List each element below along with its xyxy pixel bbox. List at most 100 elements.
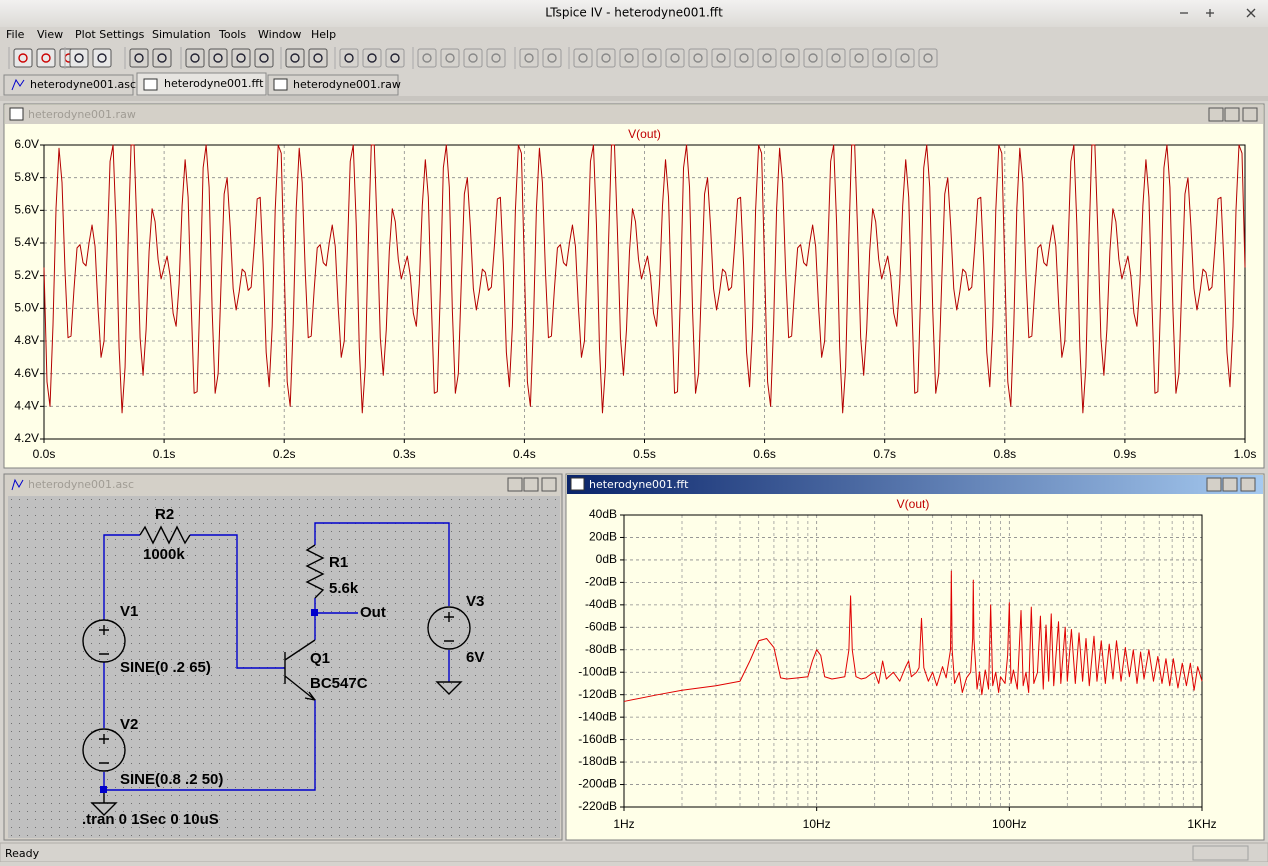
menu-item[interactable]: Plot Settings: [75, 28, 145, 41]
toolbar-glyph: [236, 53, 246, 63]
x-tick-label: 0.0s: [33, 447, 56, 461]
toolbar-glyph: [785, 53, 795, 63]
y-tick-label: -180dB: [578, 754, 617, 768]
x-tick-label: 0.8s: [993, 447, 1016, 461]
toolbar-glyph: [422, 53, 432, 63]
schematic-canvas: [8, 496, 560, 838]
toolbar-button[interactable]: [711, 48, 731, 68]
toolbar-button[interactable]: [92, 48, 112, 68]
toolbar-glyph: [313, 53, 323, 63]
menu-item[interactable]: Window: [258, 28, 301, 41]
y-tick-label: 20dB: [589, 530, 617, 544]
x-tick-label: 10Hz: [803, 817, 831, 831]
x-tick-label: 0.2s: [273, 447, 296, 461]
y-tick-label: 5.8V: [14, 170, 39, 184]
toolbar-button[interactable]: [129, 48, 149, 68]
toolbar-button[interactable]: [69, 48, 89, 68]
resistor: [305, 544, 325, 599]
tab-icon: [11, 78, 25, 91]
toolbar-button[interactable]: [362, 48, 382, 68]
toolbar-glyph: [578, 53, 588, 63]
toolbar-button[interactable]: [826, 48, 846, 68]
toolbar-button[interactable]: [339, 48, 359, 68]
y-tick-label: -80dB: [585, 642, 617, 656]
menu-item[interactable]: View: [37, 28, 63, 41]
pane-buttons[interactable]: [1208, 107, 1258, 122]
toolbar-button[interactable]: [780, 48, 800, 68]
y-tick-label: 5.4V: [14, 235, 39, 249]
toolbar-button[interactable]: [185, 48, 205, 68]
toolbar-icons: [8, 47, 938, 69]
voltage-source: [82, 728, 126, 772]
tab-active[interactable]: [136, 72, 267, 96]
toolbar-button[interactable]: [619, 48, 639, 68]
window-controls[interactable]: [1180, 8, 1256, 18]
menu-item[interactable]: Tools: [218, 28, 246, 41]
toolbar-button[interactable]: [688, 48, 708, 68]
toolbar-glyph: [190, 53, 200, 63]
y-tick-label: 6.0V: [14, 137, 39, 151]
pane-buttons[interactable]: [1206, 477, 1256, 492]
toolbar-glyph: [367, 53, 377, 63]
toolbar-button[interactable]: [308, 48, 328, 68]
toolbar-button[interactable]: [36, 48, 56, 68]
toolbar-button[interactable]: [849, 48, 869, 68]
toolbar-button[interactable]: [918, 48, 938, 68]
trace: [623, 570, 1203, 702]
toolbar-button[interactable]: [440, 48, 460, 68]
toolbar-glyph: [624, 53, 634, 63]
toolbar-button[interactable]: [895, 48, 915, 68]
transistor: [284, 639, 316, 701]
status-bar: [0, 842, 1268, 863]
y-tick-label: 40dB: [589, 507, 617, 521]
toolbar-button[interactable]: [573, 48, 593, 68]
tab-label[interactable]: heterodyne001.fft: [164, 77, 264, 90]
y-tick-label: -140dB: [578, 709, 617, 723]
y-tick-label: -220dB: [578, 799, 617, 813]
toolbar-button[interactable]: [734, 48, 754, 68]
toolbar-button[interactable]: [463, 48, 483, 68]
toolbar-glyph: [923, 53, 933, 63]
tab-label[interactable]: heterodyne001.asc: [30, 78, 136, 91]
menu-item[interactable]: Simulation: [152, 28, 211, 41]
pane-icon: [11, 478, 24, 491]
x-tick-label: 1Hz: [613, 817, 634, 831]
toolbar-button[interactable]: [519, 48, 539, 68]
pane-buttons[interactable]: [507, 477, 557, 492]
toolbar-button[interactable]: [757, 48, 777, 68]
ref-label: R2: [155, 506, 174, 523]
toolbar-button[interactable]: [13, 48, 33, 68]
tab-label[interactable]: heterodyne001.raw: [293, 78, 401, 91]
toolbar-button[interactable]: [803, 48, 823, 68]
y-tick-label: 0dB: [596, 552, 617, 566]
toolbar-button[interactable]: [486, 48, 506, 68]
toolbar-button[interactable]: [285, 48, 305, 68]
toolbar-button[interactable]: [254, 48, 274, 68]
toolbar-button[interactable]: [152, 48, 172, 68]
toolbar-glyph: [290, 53, 300, 63]
toolbar-button[interactable]: [231, 48, 251, 68]
toolbar-glyph: [693, 53, 703, 63]
tab[interactable]: [267, 74, 399, 96]
separator: [0, 96, 1268, 101]
toolbar-glyph: [547, 53, 557, 63]
ref-label: V2: [120, 716, 138, 733]
tab[interactable]: [3, 74, 134, 96]
value-label: SINE(0 .2 65): [120, 659, 211, 676]
ref-label: Q1: [310, 650, 330, 667]
toolbar-button[interactable]: [542, 48, 562, 68]
toolbar-button[interactable]: [642, 48, 662, 68]
toolbar-button[interactable]: [596, 48, 616, 68]
toolbar-button[interactable]: [665, 48, 685, 68]
menu-item[interactable]: Help: [311, 28, 336, 41]
menu-item[interactable]: File: [6, 28, 25, 41]
y-tick-label: 4.8V: [14, 333, 39, 347]
toolbar-button[interactable]: [872, 48, 892, 68]
toolbar-button[interactable]: [385, 48, 405, 68]
toolbar-button[interactable]: [417, 48, 437, 68]
ref-label: V3: [466, 593, 484, 610]
ref-label: R1: [329, 554, 348, 571]
toolbar-glyph: [390, 53, 400, 63]
toolbar-button[interactable]: [208, 48, 228, 68]
